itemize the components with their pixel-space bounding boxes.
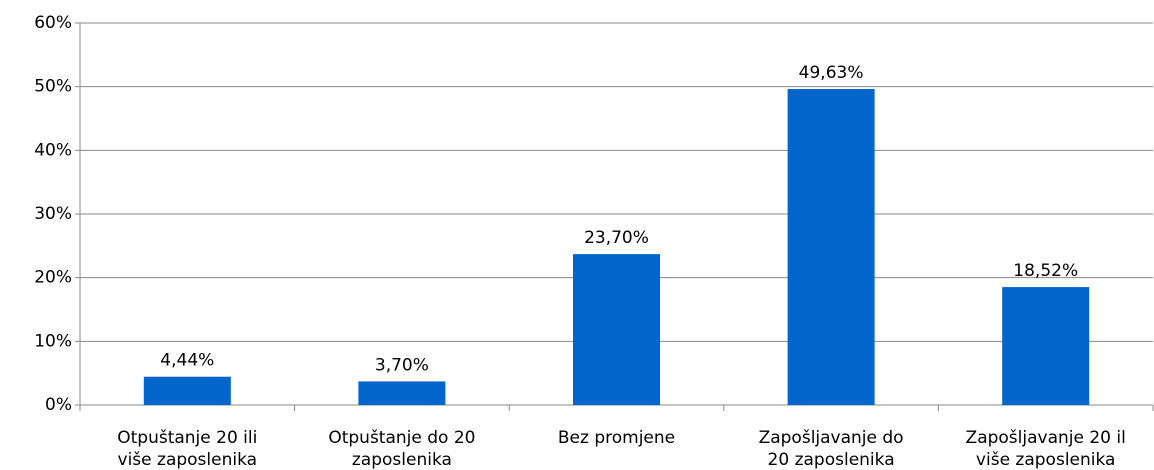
x-tick-label-line: Zapošljavanje do [759,428,904,448]
x-tick-label-line: više zaposlenika [976,450,1116,470]
data-label: 23,70% [584,228,649,248]
data-label: 3,70% [375,355,429,375]
y-tick-label: 0% [45,395,72,415]
x-tick-label: Bez promjene [558,428,675,448]
x-tick-label-line: više zaposlenika [118,450,258,470]
x-tick-label-line: Bez promjene [558,428,675,448]
y-tick-label: 30% [34,204,72,224]
x-tick-label-line: zaposlenika [352,450,452,470]
y-tick-label: 50% [34,77,72,97]
x-tick-label-line: Otpuštanje do 20 [328,428,475,448]
data-label: 49,63% [799,63,864,83]
y-tick-label: 40% [34,140,72,160]
bar [573,254,660,405]
y-tick-label: 10% [34,331,72,351]
data-label: 4,44% [160,351,214,371]
y-tick-label: 20% [34,268,72,288]
bar [787,89,875,405]
bar [1002,287,1090,405]
data-label: 18,52% [1013,261,1078,281]
x-tick-label: Zapošljavanje do 20 zaposlenika [759,428,904,470]
x-tick-label: Otpuštanje 20 ili više zaposlenika [117,428,257,470]
y-tick-label: 60% [34,13,72,33]
x-tick-label-line: 20 zaposlenika [768,450,895,470]
x-tick-label-line: Otpuštanje 20 ili [117,428,257,448]
x-tick-label: Otpuštanje do 20 zaposlenika [328,428,475,470]
x-tick-label: Zapošljavanje 20 il više zaposlenika [966,428,1126,470]
x-tick-label-line: Zapošljavanje 20 il [966,428,1126,448]
bar [143,376,231,405]
bar [358,381,446,405]
